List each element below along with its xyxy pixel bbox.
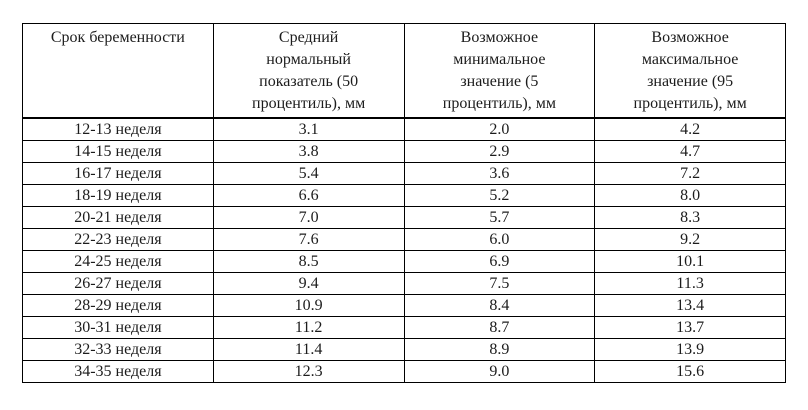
cell-value-mm: 3.6 [403,162,596,185]
cell-value-mm: 11.3 [594,272,786,295]
header-gestation-term: Срок беременности [22,23,214,119]
header-mean-50th-percentile: Средний нормальный показатель (50 процен… [212,23,405,119]
cell-value-mm: 2.9 [403,140,596,163]
cell-gestation-term: 14-15 неделя [22,140,214,163]
table-row: 18-19 неделя 6.6 5.2 8.0 [22,184,786,207]
table-row: 30-31 неделя 11.2 8.7 13.7 [22,316,786,339]
cell-value-mm: 15.6 [594,360,786,383]
table-body: 12-13 неделя 3.1 2.0 4.2 14-15 неделя 3.8 2.9 4… [22,117,786,383]
cell-value-mm: 12.3 [212,360,405,383]
table-row: 14-15 неделя 3.8 2.9 4.7 [22,140,786,163]
cell-value-mm: 8.4 [403,294,596,317]
cell-value-mm: 13.7 [594,316,786,339]
table-row: 22-23 неделя 7.6 6.0 9.2 [22,228,786,251]
header-max-95th-percentile: Возможное максимальное значение (95 проц… [594,23,786,119]
cell-value-mm: 8.9 [403,338,596,361]
percentile-table: Срок беременности Средний нормальный пок… [22,23,786,383]
cell-value-mm: 4.2 [594,117,786,141]
cell-value-mm: 8.7 [403,316,596,339]
cell-value-mm: 7.2 [594,162,786,185]
cell-value-mm: 9.2 [594,228,786,251]
cell-gestation-term: 16-17 неделя [22,162,214,185]
cell-gestation-term: 30-31 неделя [22,316,214,339]
cell-value-mm: 8.0 [594,184,786,207]
table-row: 28-29 неделя 10.9 8.4 13.4 [22,294,786,317]
cell-value-mm: 4.7 [594,140,786,163]
cell-gestation-term: 28-29 неделя [22,294,214,317]
cell-value-mm: 8.5 [212,250,405,273]
cell-gestation-term: 18-19 неделя [22,184,214,207]
cell-value-mm: 5.4 [212,162,405,185]
table-row: 32-33 неделя 11.4 8.9 13.9 [22,338,786,361]
cell-value-mm: 13.4 [594,294,786,317]
cell-gestation-term: 22-23 неделя [22,228,214,251]
cell-value-mm: 3.1 [212,117,405,141]
cell-value-mm: 10.1 [594,250,786,273]
cell-gestation-term: 24-25 неделя [22,250,214,273]
cell-gestation-term: 26-27 неделя [22,272,214,295]
cell-value-mm: 7.5 [403,272,596,295]
table-header: Срок беременности Средний нормальный пок… [22,23,786,119]
cell-gestation-term: 32-33 неделя [22,338,214,361]
cell-gestation-term: 34-35 неделя [22,360,214,383]
cell-value-mm: 9.4 [212,272,405,295]
table-row: 34-35 неделя 12.3 9.0 15.6 [22,360,786,383]
cell-value-mm: 6.9 [403,250,596,273]
cell-gestation-term: 12-13 неделя [22,117,214,141]
table-row: 20-21 неделя 7.0 5.7 8.3 [22,206,786,229]
cell-value-mm: 13.9 [594,338,786,361]
cell-value-mm: 3.8 [212,140,405,163]
cell-value-mm: 5.2 [403,184,596,207]
table-row: 12-13 неделя 3.1 2.0 4.2 [22,117,786,141]
table-row: 26-27 неделя 9.4 7.5 11.3 [22,272,786,295]
header-min-5th-percentile: Возможное минимальное значение (5 процен… [403,23,596,119]
cell-value-mm: 8.3 [594,206,786,229]
table-row: 24-25 неделя 8.5 6.9 10.1 [22,250,786,273]
cell-value-mm: 11.4 [212,338,405,361]
cell-value-mm: 11.2 [212,316,405,339]
table-row: 16-17 неделя 5.4 3.6 7.2 [22,162,786,185]
cell-value-mm: 6.0 [403,228,596,251]
cell-value-mm: 6.6 [212,184,405,207]
cell-value-mm: 9.0 [403,360,596,383]
cell-value-mm: 5.7 [403,206,596,229]
header-row: Срок беременности Средний нормальный пок… [22,23,786,119]
cell-value-mm: 7.6 [212,228,405,251]
cell-value-mm: 10.9 [212,294,405,317]
cell-value-mm: 7.0 [212,206,405,229]
cell-gestation-term: 20-21 неделя [22,206,214,229]
cell-value-mm: 2.0 [403,117,596,141]
